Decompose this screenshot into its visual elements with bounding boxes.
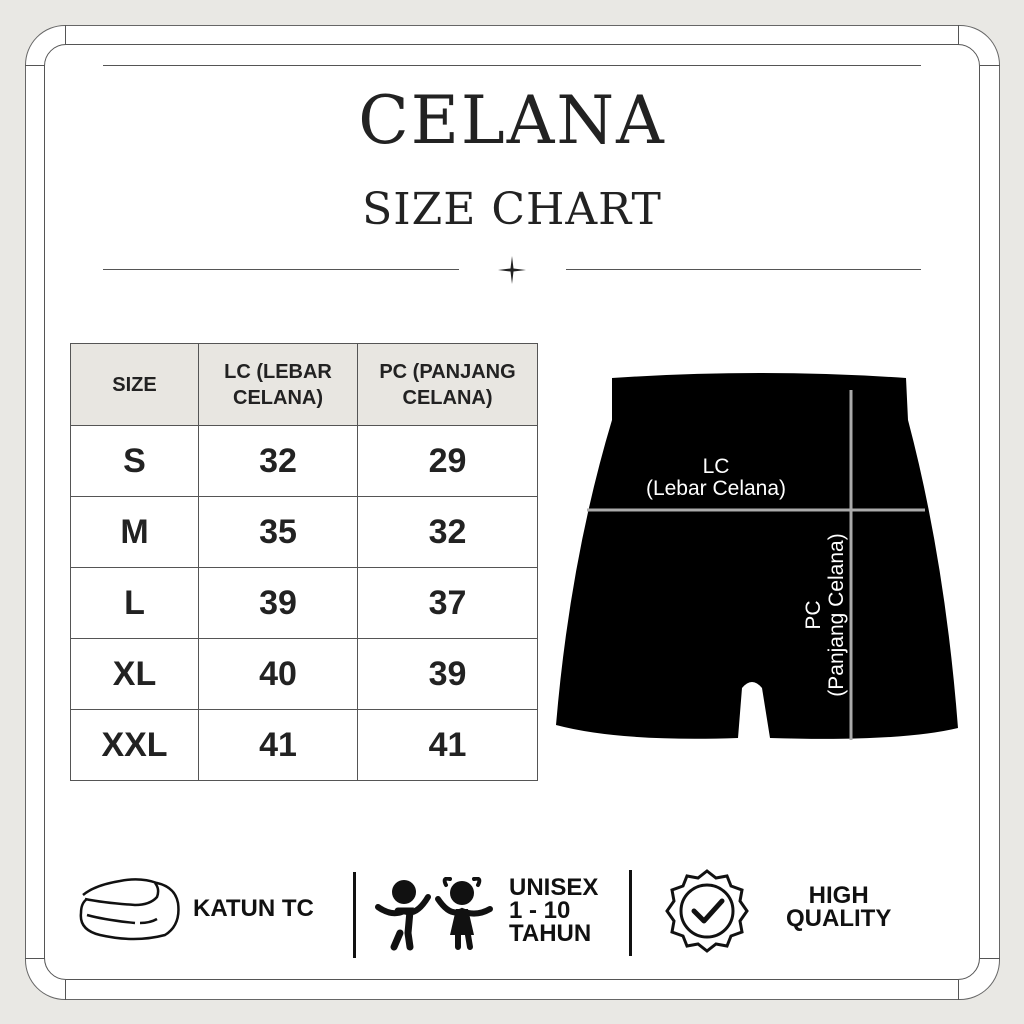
folded-fabric-icon bbox=[79, 878, 180, 941]
pc-sublabel: (Panjang Celana) bbox=[825, 533, 848, 696]
header-size: SIZE bbox=[70, 343, 199, 426]
cell: 39 bbox=[198, 567, 358, 639]
cell: 40 bbox=[198, 638, 358, 710]
separator bbox=[629, 870, 632, 956]
cell: 41 bbox=[198, 709, 358, 781]
divider-left bbox=[103, 269, 459, 270]
header-lc: LC (LEBAR CELANA) bbox=[198, 343, 358, 426]
size-table: SIZE LC (LEBAR CELANA) PC (PANJANG CELAN… bbox=[70, 343, 538, 781]
cell: XL bbox=[70, 638, 199, 710]
page-title: CELANA bbox=[358, 82, 666, 159]
separator bbox=[353, 872, 356, 958]
lc-sublabel: (Lebar Celana) bbox=[646, 477, 786, 500]
pc-label: PC bbox=[802, 600, 825, 629]
shorts-diagram: LC (Lebar Celana) PC (Panjang Celana) bbox=[556, 373, 958, 740]
feature-katun-label: KATUN TC bbox=[193, 895, 314, 922]
kids-icon bbox=[375, 877, 493, 951]
cell: XXL bbox=[70, 709, 199, 781]
header-pc: PC (PANJANG CELANA) bbox=[357, 343, 538, 426]
table-row: S 32 29 bbox=[70, 425, 538, 497]
cell: 32 bbox=[357, 496, 538, 568]
cell: 32 bbox=[198, 425, 358, 497]
cell: L bbox=[70, 567, 199, 639]
table-row: M 35 32 bbox=[70, 496, 538, 568]
cell: 41 bbox=[357, 709, 538, 781]
cell: 39 bbox=[357, 638, 538, 710]
divider-right bbox=[566, 269, 921, 270]
top-rule bbox=[103, 65, 921, 66]
quality-badge-icon bbox=[665, 869, 749, 953]
page-subtitle: SIZE CHART bbox=[362, 184, 662, 235]
table-row: XXL 41 41 bbox=[70, 709, 538, 781]
table-row: XL 40 39 bbox=[70, 638, 538, 710]
feature-unisex-label: UNISEX 1 - 10 TAHUN bbox=[509, 874, 599, 947]
cell: 35 bbox=[198, 496, 358, 568]
cell: S bbox=[70, 425, 199, 497]
lc-label: LC bbox=[703, 455, 730, 478]
sparkle-icon bbox=[498, 256, 526, 284]
table-row: L 39 37 bbox=[70, 567, 538, 639]
cell: 37 bbox=[357, 567, 538, 639]
cell: M bbox=[70, 496, 199, 568]
cell: 29 bbox=[357, 425, 538, 497]
feature-quality-label: HIGH QUALITY bbox=[786, 882, 892, 932]
